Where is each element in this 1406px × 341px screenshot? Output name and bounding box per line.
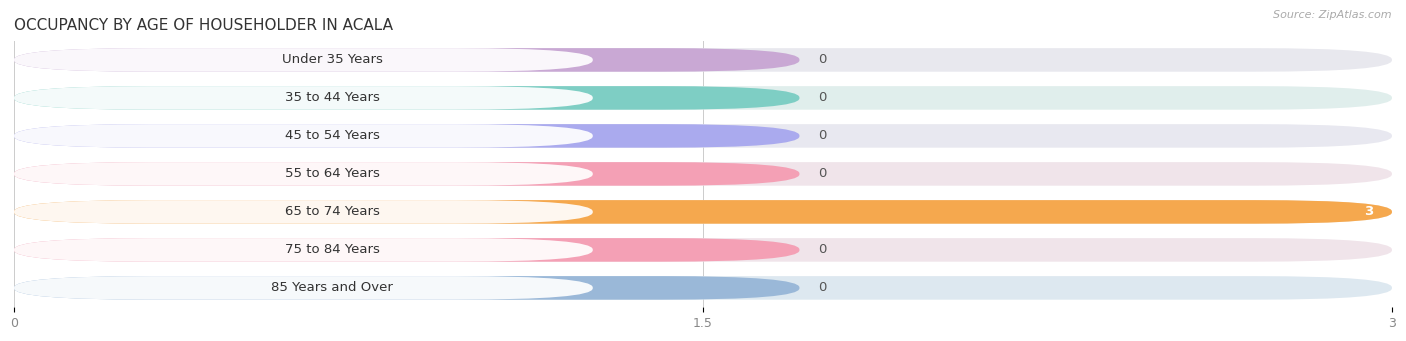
Text: Source: ZipAtlas.com: Source: ZipAtlas.com	[1274, 10, 1392, 20]
FancyBboxPatch shape	[14, 276, 1392, 300]
FancyBboxPatch shape	[14, 162, 800, 186]
Text: 0: 0	[818, 167, 827, 180]
FancyBboxPatch shape	[14, 200, 1392, 224]
FancyBboxPatch shape	[14, 276, 593, 300]
Text: 0: 0	[818, 243, 827, 256]
Text: 55 to 64 Years: 55 to 64 Years	[285, 167, 380, 180]
Text: 0: 0	[818, 130, 827, 143]
FancyBboxPatch shape	[14, 124, 1392, 148]
FancyBboxPatch shape	[14, 86, 800, 110]
FancyBboxPatch shape	[14, 162, 593, 186]
FancyBboxPatch shape	[14, 86, 1392, 110]
Text: 3: 3	[1364, 205, 1374, 218]
FancyBboxPatch shape	[14, 238, 593, 262]
Text: Under 35 Years: Under 35 Years	[283, 54, 382, 66]
Text: OCCUPANCY BY AGE OF HOUSEHOLDER IN ACALA: OCCUPANCY BY AGE OF HOUSEHOLDER IN ACALA	[14, 18, 394, 33]
Text: 0: 0	[818, 91, 827, 104]
FancyBboxPatch shape	[14, 238, 800, 262]
Text: 75 to 84 Years: 75 to 84 Years	[285, 243, 380, 256]
Text: 45 to 54 Years: 45 to 54 Years	[285, 130, 380, 143]
FancyBboxPatch shape	[14, 124, 800, 148]
FancyBboxPatch shape	[14, 238, 1392, 262]
Text: 65 to 74 Years: 65 to 74 Years	[285, 205, 380, 218]
Text: 0: 0	[818, 281, 827, 294]
FancyBboxPatch shape	[14, 48, 1392, 72]
Text: 0: 0	[818, 54, 827, 66]
FancyBboxPatch shape	[14, 200, 1392, 224]
FancyBboxPatch shape	[14, 48, 800, 72]
FancyBboxPatch shape	[14, 48, 593, 72]
FancyBboxPatch shape	[14, 86, 593, 110]
FancyBboxPatch shape	[14, 200, 593, 224]
Text: 85 Years and Over: 85 Years and Over	[271, 281, 394, 294]
FancyBboxPatch shape	[14, 124, 593, 148]
Text: 35 to 44 Years: 35 to 44 Years	[285, 91, 380, 104]
FancyBboxPatch shape	[14, 276, 800, 300]
FancyBboxPatch shape	[14, 162, 1392, 186]
